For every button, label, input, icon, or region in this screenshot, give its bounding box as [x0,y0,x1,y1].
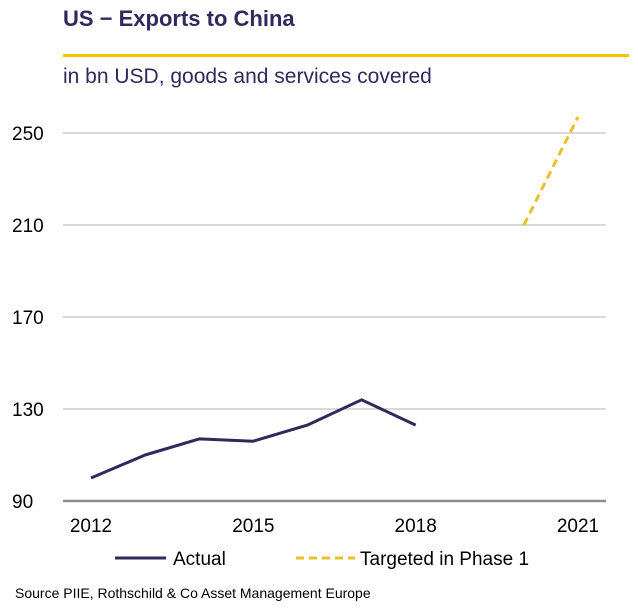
chart-title: US − Exports to China [63,6,295,31]
x-tick-label: 2021 [557,516,599,537]
series-lines [90,116,580,480]
actual-series-line [90,398,417,480]
y-tick-label: 170 [12,308,44,329]
y-tick-label: 130 [12,400,44,421]
legend-item-target-label: Targeted in Phase 1 [360,549,529,570]
legend: Actual Targeted in Phase 1 [115,549,529,570]
x-axis-tick-labels: 2012 2015 2018 2021 [70,516,599,537]
target-series-line [522,116,580,226]
y-tick-label: 250 [12,124,44,145]
x-tick-label: 2015 [232,516,274,537]
legend-item-actual-label: Actual [173,549,226,570]
y-tick-label: 210 [12,216,44,237]
title-underline [63,54,629,57]
x-tick-label: 2012 [70,516,112,537]
x-tick-label: 2018 [395,516,437,537]
grid-lines [63,132,606,503]
source-note: Source PIIE, Rothschild & Co Asset Manag… [15,585,371,601]
chart-subtitle: in bn USD, goods and services covered [63,65,432,88]
y-axis-tick-labels: 90 130 170 210 250 [12,124,44,513]
y-tick-label: 90 [12,492,33,513]
